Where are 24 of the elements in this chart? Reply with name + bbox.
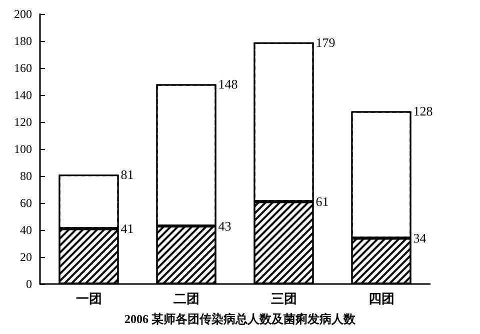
y-tick-label: 140	[14, 88, 32, 102]
x-tick-label: 二团	[173, 291, 200, 306]
total-label: 179	[316, 34, 336, 50]
y-tick-label: 160	[14, 61, 32, 75]
x-tick-label: 三团	[270, 291, 297, 306]
y-tick-label: 80	[20, 169, 32, 183]
y-tick-label: 20	[20, 250, 32, 264]
data-label: 34	[413, 230, 427, 246]
x-tick-label: 一团	[76, 291, 102, 306]
y-tick-label: 100	[14, 142, 32, 156]
y-tick-label: 40	[20, 223, 32, 237]
data-label: 61	[316, 194, 329, 210]
x-tick-label: 四团	[368, 291, 394, 306]
total-label: 81	[120, 167, 134, 182]
data-label: 41	[120, 221, 134, 236]
text: 2006 某师各团传染病总人数及菌痢发病人数	[124, 312, 356, 326]
y-tick-label: 120	[14, 115, 32, 129]
data-label: 43	[218, 218, 232, 234]
y-tick-label: 180	[14, 34, 32, 48]
y-tick-label: 60	[20, 196, 32, 210]
total-label: 128	[413, 104, 433, 119]
y-tick-label: 200	[14, 7, 32, 21]
y-tick-label: 0	[26, 277, 32, 291]
total-label: 148	[218, 76, 238, 92]
